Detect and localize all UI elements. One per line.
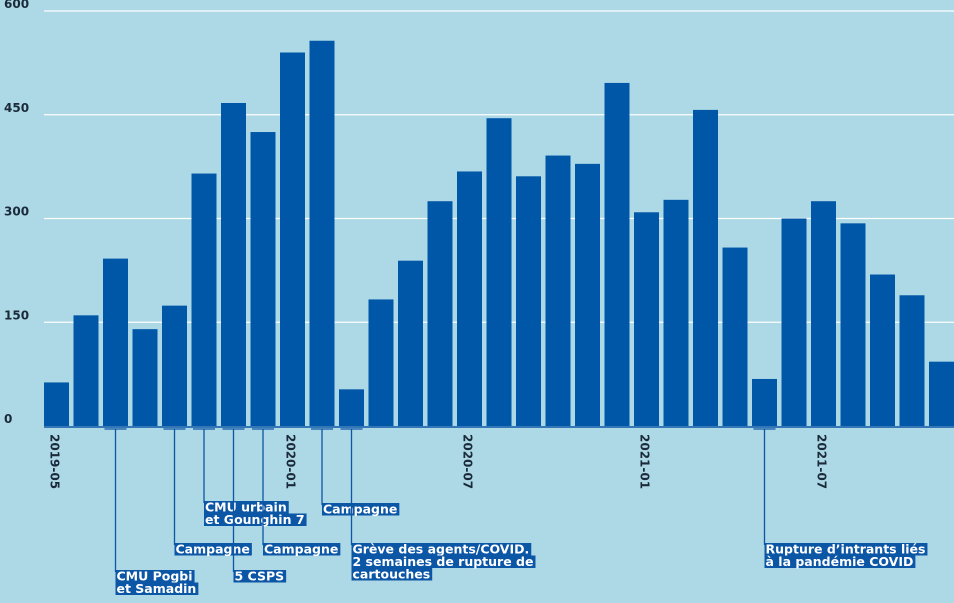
annotation-box [204,513,307,526]
x-tick-label: 2020-07 [461,434,475,489]
annotation-box [351,568,433,581]
annotation-label: 2 semaines de rupture de [353,554,534,569]
bar [486,118,512,426]
bar [309,40,335,426]
bar [663,199,689,426]
bar [516,176,541,426]
bar [604,82,630,426]
annotation-label: CMU Pogbi [117,569,193,584]
annotation-box [174,543,252,556]
annotation-box [322,503,400,516]
annotation-label: Rupture d’intrants liés [766,542,926,557]
bar [781,218,807,426]
bar [103,258,128,426]
bar [752,378,777,426]
bar [221,102,246,426]
annotation-box [764,543,928,556]
bar [162,305,187,426]
annotation-label: à la pandémie COVID [766,554,914,569]
bar [929,361,954,426]
x-tick-label: 2021-07 [815,434,829,489]
bar [722,247,748,426]
annotation-box [115,582,199,595]
annotation-label: et Samadin [117,581,197,596]
bar [427,201,453,426]
y-tick-label: 600 [4,0,29,11]
annotation-label: CMU urbain [205,500,287,515]
annotation-label: Grève des agents/COVID. [353,542,530,557]
x-axis-ticks: 2019-05 2020-01 2020-07 2021-01 2021-07 [48,434,829,489]
annotation-label: Campagne [323,502,397,517]
bar [545,155,571,426]
annotation-box [115,570,195,583]
annotation-box [351,555,536,568]
annotation-label: Campagne [176,542,250,557]
x-tick-label: 2019-05 [48,434,62,489]
bar [840,223,866,426]
bar [575,163,600,426]
annotation-label: et Gounghin 7 [205,512,305,527]
annotation-box [263,543,341,556]
x-tick-label: 2021-01 [638,434,652,489]
bar [44,382,69,426]
annotation-label: cartouches [353,567,431,582]
bar [899,295,925,426]
bar [457,171,482,426]
bar [368,299,394,426]
bar [191,173,217,426]
bars [44,40,954,427]
bar [73,315,99,426]
bar [693,109,718,427]
bar [132,329,158,426]
y-tick-label: 300 [4,205,29,219]
bar [280,52,305,426]
bar [811,201,836,426]
bar [250,132,276,426]
y-tick-label: 0 [4,412,12,426]
annotation-box [764,555,916,568]
bar [634,212,659,426]
annotation-box [233,570,287,583]
y-tick-label: 450 [4,101,29,115]
annotation-box [351,543,532,556]
y-tick-label: 150 [4,308,29,322]
bar [870,274,895,426]
y-axis-ticks: 0 150 300 450 600 [4,0,29,426]
x-tick-label: 2020-01 [284,434,298,489]
bar [398,260,423,426]
annotation-label: Campagne [264,542,338,557]
annotation-label: 5 CSPS [235,569,285,584]
bar [339,389,364,426]
annotation-box [204,501,289,514]
